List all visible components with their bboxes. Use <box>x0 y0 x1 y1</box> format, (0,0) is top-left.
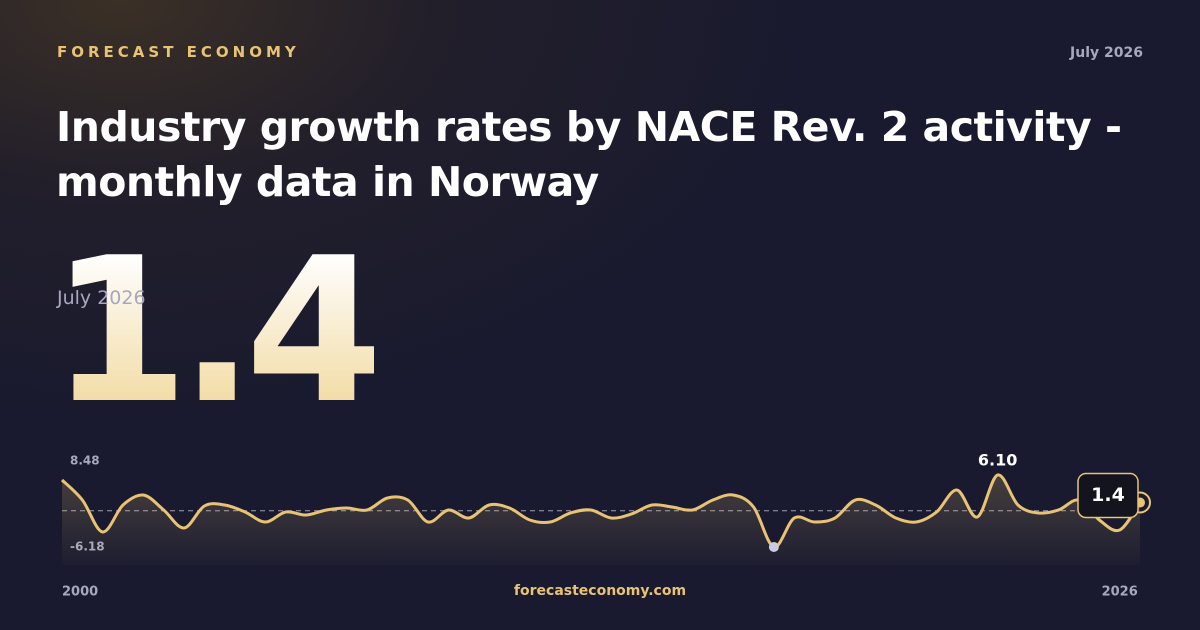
min-marker <box>768 542 779 552</box>
x-tick-label: 2000 <box>62 585 98 600</box>
footer: forecasteconomy.com <box>513 583 687 599</box>
x-tick-label: 2026 <box>1102 585 1138 600</box>
line <box>60 473 1142 549</box>
data-label: 6.10 <box>978 450 1017 469</box>
title: Industry growth rates by NACE Rev. 2 act… <box>56 103 1122 206</box>
headline-date: July 2026 <box>57 287 146 309</box>
date: July 2026 <box>1070 45 1143 61</box>
brand: FORECAST ECONOMY <box>57 43 300 61</box>
latest-badge <box>1077 472 1139 519</box>
area <box>62 474 1140 565</box>
y-tick-label: 8.48 <box>70 454 100 468</box>
latest-label: 1.4 <box>1091 484 1125 506</box>
headline-value: 1.4 <box>50 215 384 448</box>
